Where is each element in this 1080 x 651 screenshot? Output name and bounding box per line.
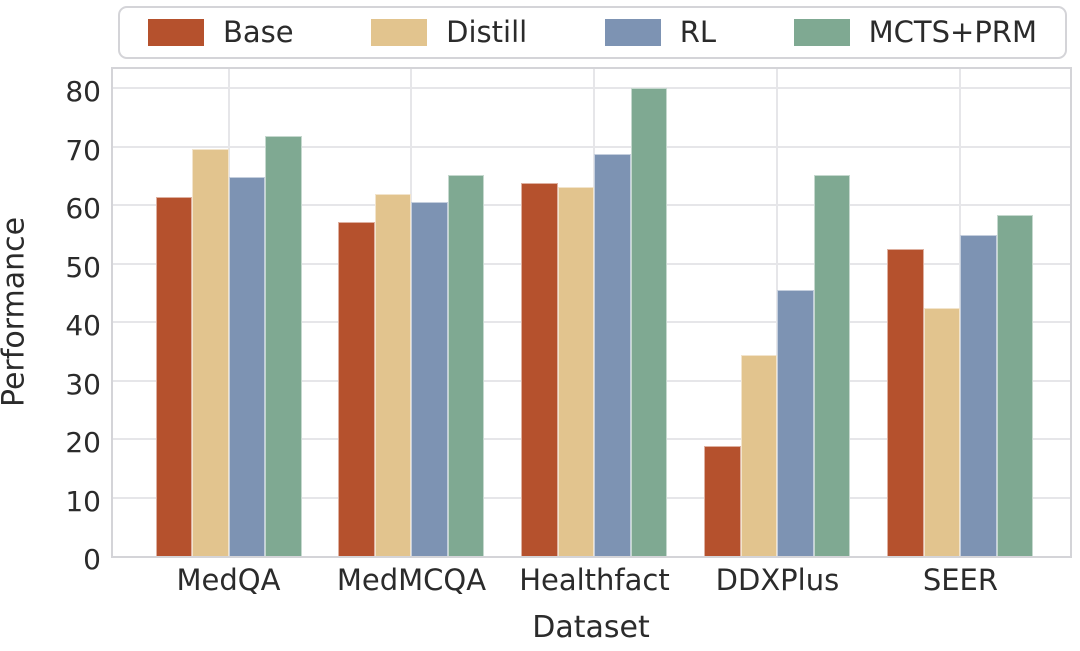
- bar-seer-base: [887, 249, 924, 556]
- legend-item-distill: Distill: [371, 18, 527, 47]
- bar-group-healthfact: [521, 88, 668, 556]
- x-tick-label: Healthfact: [519, 563, 670, 597]
- y-tick-label: 40: [65, 309, 101, 343]
- x-tick-label: MedQA: [176, 563, 281, 597]
- x-tick-label: SEER: [922, 563, 999, 597]
- x-axis-label: Dataset: [532, 610, 650, 645]
- bar-healthfact-base: [521, 183, 558, 556]
- bar-group-medmcqa: [338, 175, 485, 556]
- bar-ddxplus-rl: [777, 290, 814, 556]
- x-tick-label: MedMCQA: [336, 563, 487, 597]
- legend-label: Distill: [446, 15, 528, 49]
- bar-seer-distill: [923, 308, 961, 556]
- legend-label: MCTS+PRM: [868, 15, 1037, 49]
- bar-medqa-base: [155, 197, 192, 556]
- y-tick-label: 70: [65, 133, 101, 167]
- bar-medmcqa-rl: [411, 201, 448, 556]
- legend-label: RL: [679, 15, 717, 49]
- legend-item-rl: RL: [604, 15, 717, 49]
- legend-swatch: [148, 19, 204, 46]
- bar-healthfact-distill: [557, 186, 595, 556]
- y-tick-label: 50: [65, 250, 101, 284]
- bar-group-seer: [887, 215, 1034, 556]
- bar-medmcqa-mcts-prm: [447, 175, 485, 556]
- bar-ddxplus-mcts-prm: [813, 175, 851, 556]
- y-tick-label: 20: [65, 426, 101, 460]
- legend-item-base: Base: [148, 18, 294, 47]
- legend-swatch: [371, 19, 428, 46]
- y-gridline: [113, 145, 1070, 148]
- y-tick-label: 60: [65, 192, 101, 226]
- bar-ddxplus-distill: [740, 354, 778, 556]
- y-tick-label: 0: [83, 543, 101, 576]
- y-gridline: [113, 87, 1070, 90]
- bar-seer-rl: [960, 234, 997, 556]
- legend: Base Distill RL MCTS+PRM: [118, 6, 1067, 59]
- legend-swatch: [793, 19, 850, 46]
- y-tick-label: 10: [65, 484, 101, 518]
- bar-group-ddxplus: [704, 175, 851, 556]
- bar-healthfact-mcts-prm: [630, 88, 668, 556]
- legend-label: Base: [223, 15, 294, 49]
- bar-medqa-mcts-prm: [265, 136, 302, 556]
- bar-medmcqa-distill: [374, 193, 412, 556]
- bar-seer-mcts-prm: [996, 215, 1034, 556]
- bar-ddxplus-base: [704, 445, 741, 556]
- bar-medqa-distill: [192, 148, 229, 556]
- y-axis-label: Performance: [0, 216, 32, 408]
- bar-group-medqa: [155, 136, 302, 556]
- y-tick-label: 30: [65, 367, 101, 401]
- legend-swatch: [604, 19, 661, 46]
- bar-healthfact-rl: [594, 153, 631, 556]
- legend-item-mcts-prm: MCTS+PRM: [793, 15, 1037, 49]
- plot-area: 0 10 20 30 40 50 60 70 80 MedQA MedMCQA Healthfact D…: [65, 67, 1072, 595]
- x-tick-label: DDXPlus: [715, 563, 840, 597]
- bar-medmcqa-base: [338, 221, 375, 556]
- y-tick-label: 80: [65, 75, 101, 109]
- bar-medqa-rl: [228, 177, 265, 556]
